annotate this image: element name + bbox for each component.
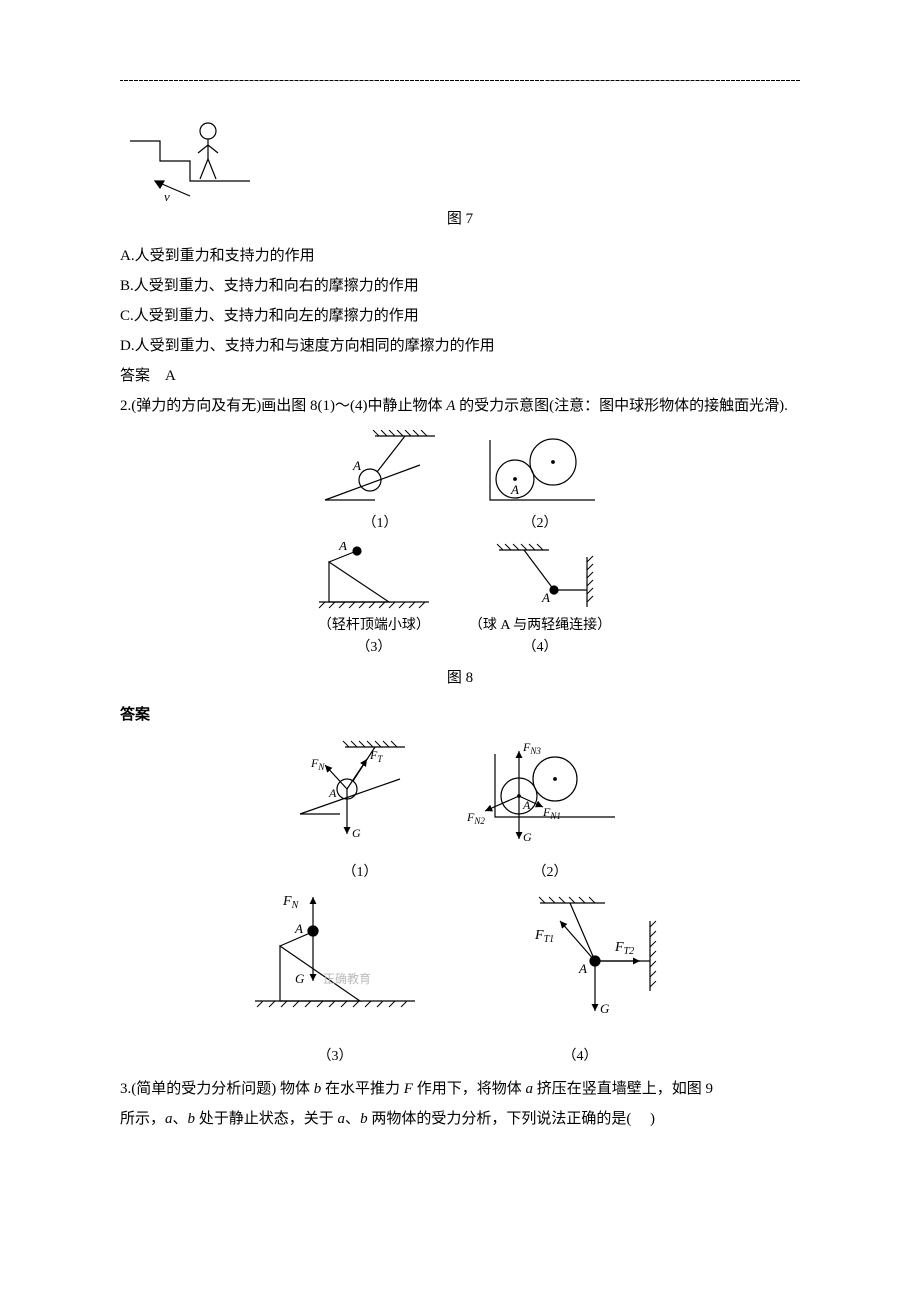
ans3-G: G (295, 971, 305, 986)
fig8-sub3a: （轻杆顶端小球） (309, 614, 439, 634)
svg-text:FT: FT (369, 748, 383, 764)
fig8-sub4a: （球 A 与两轻绳连接） (469, 614, 611, 634)
svg-text:FT2: FT2 (614, 940, 634, 957)
ansfig-row2: FN A G 正确教育 （3） (120, 891, 800, 1065)
watermark: 正确教育 (323, 971, 371, 986)
ans2-FN2sub: N2 (473, 816, 485, 826)
q3-l1-m2: 作用下，将物体 (413, 1081, 526, 1097)
svg-text:FN: FN (282, 894, 300, 911)
q3-a3: a (338, 1111, 346, 1127)
ans2-FN3sub: N3 (529, 746, 541, 756)
svg-text:FT1: FT1 (534, 928, 554, 945)
svg-text:FN: FN (310, 756, 325, 772)
fig8-3-A: A (338, 542, 347, 553)
question-2: 2.(弹力的方向及有无)画出图 8(1)～(4)中静止物体 A 的受力示意图(注… (120, 392, 800, 420)
question-3-line1: 3.(简单的受力分析问题) 物体 b 在水平推力 F 作用下，将物体 a 挤压在… (120, 1075, 800, 1103)
option-A: A.人受到重力和支持力的作用 (120, 242, 800, 270)
fig8-4-A: A (541, 590, 550, 605)
svg-text:FN3: FN3 (522, 740, 541, 756)
q3-l1-m1: 在水平推力 (321, 1081, 404, 1097)
ans3-FN: F (282, 894, 292, 909)
fig7-caption: 图 7 (120, 207, 800, 228)
fig8-panel-1: A （1） (315, 430, 445, 532)
q3-b2: b (188, 1111, 196, 1127)
svg-text:FN2: FN2 (466, 810, 485, 826)
q3-l2-pre: 所示， (120, 1111, 165, 1127)
option-C: C.人受到重力、支持力和向左的摩擦力的作用 (120, 302, 800, 330)
fig8-panel-2: A （2） (475, 430, 605, 532)
q3-b3: b (360, 1111, 368, 1127)
question-3-line2: 所示，a、b 处于静止状态，关于 a、b 两物体的受力分析，下列说法正确的是( … (120, 1105, 800, 1133)
ans4-FT1: F (534, 928, 544, 943)
ans4-G: G (600, 1001, 610, 1016)
q3-a1: a (525, 1081, 533, 1097)
fig8-row1: A （1） A （2） (120, 430, 800, 532)
ans3-FNsub: N (291, 900, 300, 911)
ans4-FT2: F (614, 940, 624, 955)
fig8-panel-4: A （球 A 与两轻绳连接） （4） (469, 542, 611, 656)
fig8-row2: A （轻杆顶端小球） （3） A (120, 542, 800, 656)
fig8-sub1: （1） (315, 512, 445, 532)
q3-a2: a (165, 1111, 173, 1127)
answer-1: 答案 A (120, 362, 800, 390)
ansfig-panel-4: FT1 FT2 A G （4） (485, 891, 675, 1065)
page-rule-top (120, 80, 800, 81)
ans2-A: A (522, 798, 531, 812)
q3-l1-m3: 挤压在竖直墙壁上，如图 9 (533, 1081, 713, 1097)
ans1-A: A (328, 786, 337, 800)
ansfig-row1: FN FT A G （1） (120, 739, 800, 881)
q3-l2-m4: 两物体的受力分析，下列说法正确的是( ) (368, 1111, 656, 1127)
ans-sub1: （1） (285, 861, 435, 881)
ans-sub3: （3） (245, 1045, 425, 1065)
fig8-caption: 图 8 (120, 666, 800, 687)
ansfig-panel-2: FN3 FN1 FN2 A G （2） (465, 739, 635, 881)
ans1-G: G (352, 826, 361, 840)
q3-l1-pre: 3.(简单的受力分析问题) 物体 (120, 1081, 314, 1097)
ansfig-panel-3: FN A G 正确教育 （3） (245, 891, 425, 1065)
ans-sub4: （4） (485, 1045, 675, 1065)
ansfig-panel-1: FN FT A G （1） (285, 739, 435, 881)
fig8-2-A: A (510, 482, 519, 497)
fig8-sub3b: （3） (309, 636, 439, 656)
ans1-FNsub: N (317, 762, 325, 772)
ans4-A: A (578, 961, 587, 976)
q3-F: F (404, 1081, 413, 1097)
fig7-v-label: v (164, 189, 170, 201)
figure-7: v 图 7 (120, 111, 800, 228)
ans2-G: G (523, 830, 532, 844)
fig8-sub4b: （4） (469, 636, 611, 656)
ans3-A: A (294, 921, 303, 936)
fig8-panel-3: A （轻杆顶端小球） （3） (309, 542, 439, 656)
option-D: D.人受到重力、支持力和与速度方向相同的摩擦力的作用 (120, 332, 800, 360)
ans4-FT2sub: T2 (624, 946, 635, 957)
ans2-FN1sub: N1 (549, 811, 561, 821)
q3-l2-m1: 、 (173, 1111, 188, 1127)
ans1-FTsub: T (377, 754, 383, 764)
fig8-sub2: （2） (475, 512, 605, 532)
answer-2-label: 答案 (120, 701, 800, 729)
ans4-FT1sub: T1 (544, 934, 555, 945)
q2-suffix: 的受力示意图(注意：图中球形物体的接触面光滑). (455, 398, 788, 414)
option-B: B.人受到重力、支持力和向右的摩擦力的作用 (120, 272, 800, 300)
fig8-1-A: A (352, 458, 361, 473)
q3-l2-m2: 处于静止状态，关于 (195, 1111, 338, 1127)
q2-prefix: 2.(弹力的方向及有无)画出图 8(1)～(4)中静止物体 (120, 398, 446, 414)
svg-text:FN1: FN1 (542, 805, 561, 821)
q3-l2-m3: 、 (345, 1111, 360, 1127)
ans-sub2: （2） (465, 861, 635, 881)
fig7-svg: v (120, 111, 280, 201)
